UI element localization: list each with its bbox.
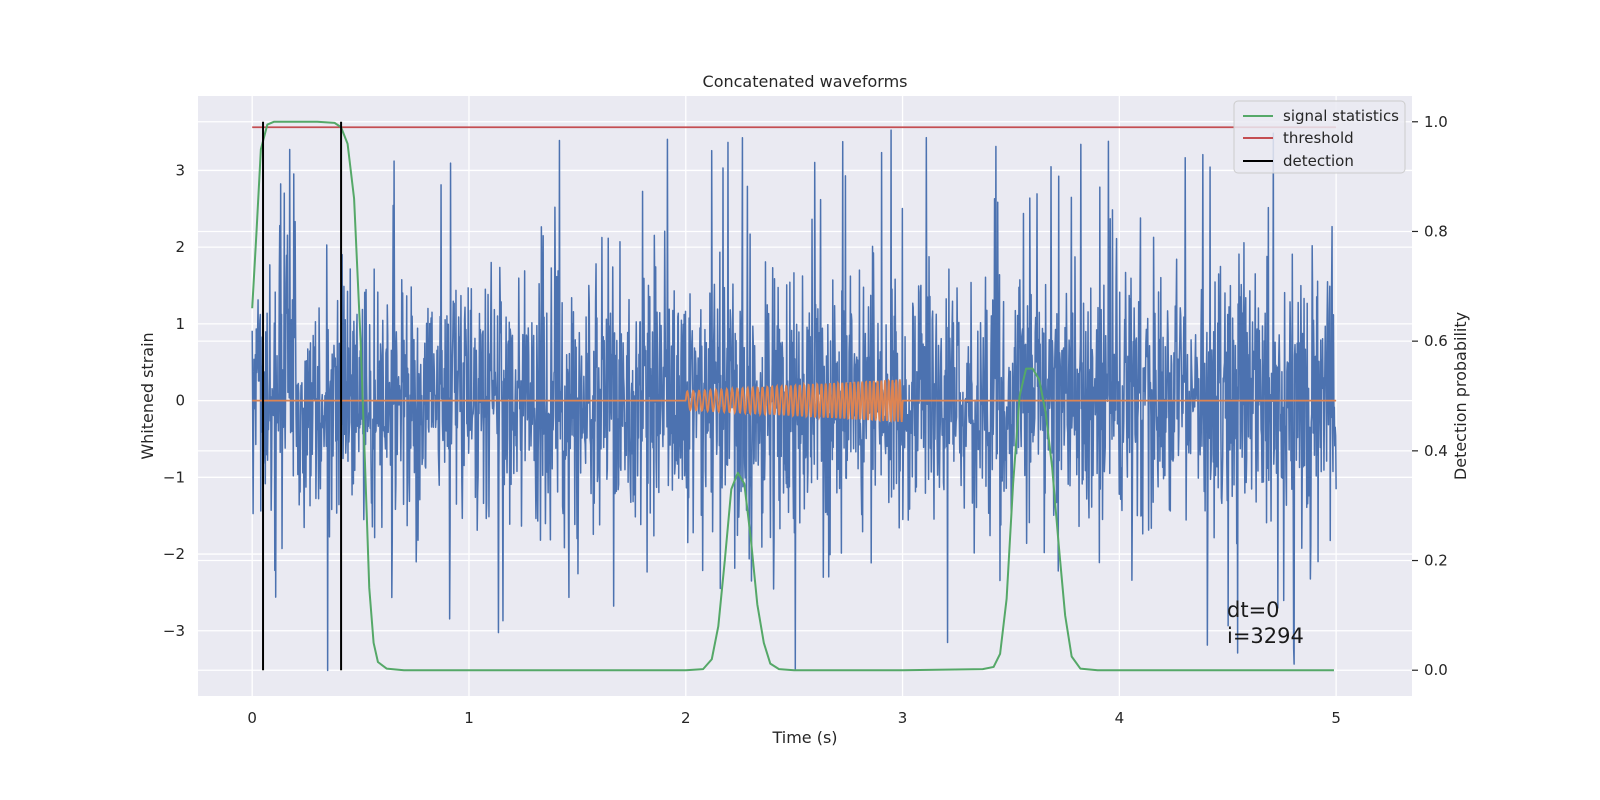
y2-tick-label: 0.6 — [1424, 332, 1448, 350]
y2-axis-label: Detection probability — [1451, 312, 1470, 480]
plot-area — [251, 120, 1337, 672]
legend-label-threshold: threshold — [1283, 129, 1354, 147]
y-tick-label: 2 — [175, 238, 185, 256]
x-tick-label: 5 — [1331, 709, 1341, 727]
y-tick-label: −2 — [163, 545, 185, 563]
annotation-index: i=3294 — [1227, 624, 1304, 648]
series-chirp-line — [252, 378, 1337, 423]
y-axis-label: Whitened strain — [138, 332, 157, 459]
chart-title: Concatenated waveforms — [703, 72, 908, 91]
y2-tick-label: 0.2 — [1424, 552, 1448, 570]
x-tick-label: 4 — [1115, 709, 1125, 727]
legend: signal statistics threshold detection — [1233, 100, 1406, 174]
y-tick-label: 0 — [175, 392, 185, 410]
y2-tick-label: 0.4 — [1424, 442, 1448, 460]
legend-box — [1233, 100, 1406, 174]
x-tick-label: 3 — [898, 709, 908, 727]
y2-tick-label: 0.8 — [1424, 222, 1448, 240]
y-tick-label: 1 — [175, 315, 185, 333]
y-tick-label: −3 — [163, 622, 185, 640]
y-tick-label: 3 — [175, 161, 185, 179]
x-tick-label: 0 — [247, 709, 257, 727]
signal-statistics-line — [251, 120, 1334, 672]
legend-label-signal-statistics: signal statistics — [1283, 107, 1399, 125]
annotation-dt: dt=0 — [1227, 598, 1280, 622]
legend-label-detection: detection — [1283, 152, 1354, 170]
x-tick-label: 1 — [464, 709, 474, 727]
axes: 0 1 2 3 4 5 −3 −2 −1 0 1 2 3 0.0 0.2 0.4 0.6 0.8 1.0 — [163, 113, 1448, 727]
y-tick-label: −1 — [163, 468, 185, 486]
x-axis-label: Time (s) — [771, 728, 837, 747]
y2-tick-label: 1.0 — [1424, 113, 1448, 131]
y2-tick-label: 0.0 — [1424, 661, 1448, 679]
x-tick-label: 2 — [681, 709, 691, 727]
